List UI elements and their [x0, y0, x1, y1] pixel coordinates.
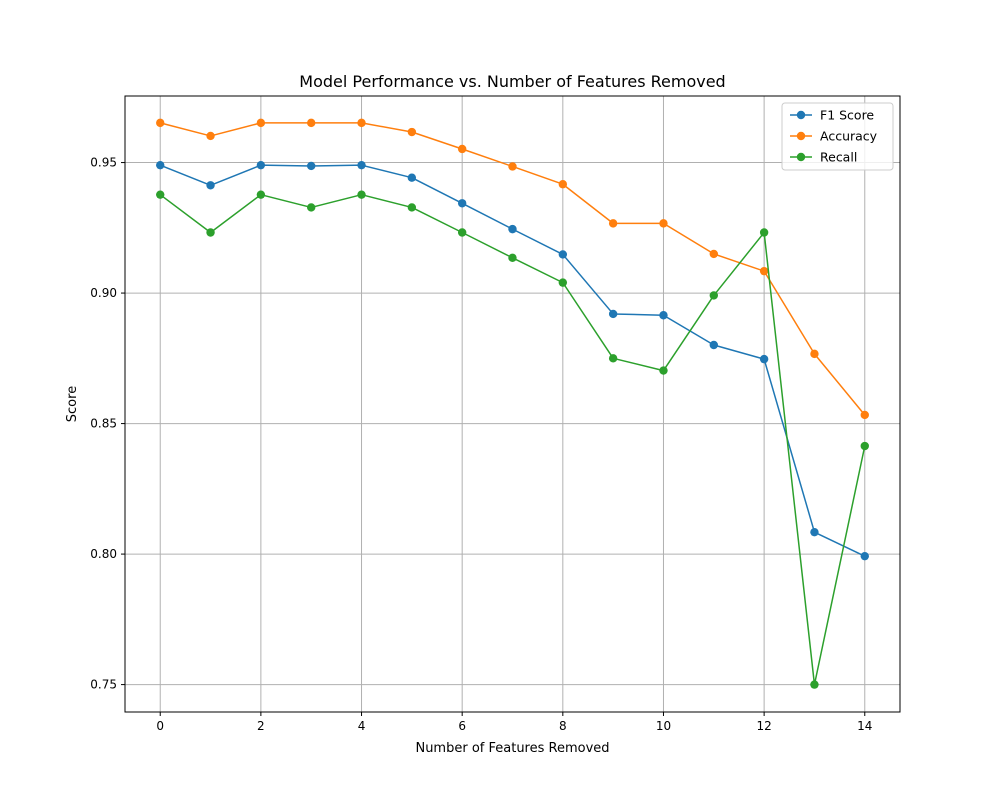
- data-point: [709, 249, 718, 259]
- data-point: [759, 266, 769, 276]
- data-point: [206, 131, 215, 141]
- data-point: [659, 311, 668, 320]
- x-axis-label: Number of Features Removed: [415, 741, 609, 756]
- data-point: [709, 340, 718, 350]
- data-point: [256, 118, 266, 128]
- plot-area-frame: [124, 95, 901, 713]
- x-tick-label: 14: [857, 719, 872, 733]
- data-point: [508, 162, 517, 171]
- data-point: [357, 160, 366, 170]
- data-point: [307, 203, 316, 212]
- data-point: [810, 680, 819, 689]
- axis-ticks: 0 2 4 6 8 10 12 14 0.75 0.80 0.85 0.90 0.95: [90, 156, 872, 733]
- data-point: [860, 551, 869, 561]
- x-tick-label: 0: [156, 719, 164, 733]
- data-point: [457, 199, 467, 208]
- data-point: [759, 228, 769, 237]
- data-point: [759, 354, 769, 364]
- x-tick-label: 12: [756, 719, 771, 733]
- data-point: [256, 190, 266, 199]
- data-point: [407, 127, 417, 137]
- data-point: [508, 253, 517, 263]
- data-point: [860, 441, 869, 451]
- data-point: [156, 118, 165, 128]
- x-tick-label: 10: [656, 719, 671, 733]
- data-point: [659, 219, 668, 228]
- data-point: [307, 161, 316, 171]
- y-tick-label: 0.95: [90, 156, 117, 170]
- legend-marker: [796, 131, 806, 141]
- data-point: [156, 160, 165, 170]
- x-tick-label: 2: [257, 719, 265, 733]
- data-point: [457, 144, 467, 154]
- series-layer: [156, 118, 869, 689]
- data-point: [810, 349, 819, 359]
- y-tick-label: 0.85: [90, 417, 117, 431]
- data-point: [709, 291, 718, 300]
- data-point: [558, 278, 568, 287]
- data-point: [256, 160, 266, 170]
- legend-label: F1 Score: [820, 108, 874, 123]
- y-tick-label: 0.90: [90, 286, 117, 300]
- legend-frame: [781, 102, 894, 171]
- data-point: [407, 203, 417, 212]
- data-point: [608, 354, 618, 363]
- data-point: [206, 181, 215, 190]
- data-point: [206, 228, 215, 237]
- legend-label: Recall: [820, 150, 857, 165]
- chart-title: Model Performance vs. Number of Features…: [299, 72, 725, 91]
- series-f1-score: [156, 160, 869, 561]
- data-point: [457, 228, 467, 237]
- data-point: [558, 180, 568, 189]
- series-accuracy: [156, 118, 869, 420]
- data-point: [357, 118, 366, 128]
- x-tick-label: 4: [358, 719, 366, 733]
- legend-marker: [796, 110, 806, 120]
- data-point: [810, 527, 819, 537]
- legend-marker: [796, 152, 806, 162]
- data-point: [357, 190, 366, 199]
- x-tick-label: 8: [559, 719, 567, 733]
- y-axis-label: Score: [65, 386, 80, 422]
- data-point: [508, 224, 517, 234]
- data-point: [608, 309, 618, 319]
- y-tick-label: 0.80: [90, 547, 117, 561]
- data-point: [558, 250, 568, 259]
- legend-label: Accuracy: [820, 129, 878, 144]
- y-tick-label: 0.75: [90, 678, 117, 692]
- series-recall: [156, 190, 869, 689]
- data-point: [860, 410, 869, 420]
- data-point: [156, 190, 165, 199]
- x-tick-label: 6: [458, 719, 466, 733]
- data-point: [307, 118, 316, 128]
- data-point: [407, 173, 417, 182]
- data-point: [659, 366, 668, 375]
- data-point: [608, 219, 618, 228]
- legend: F1 Score Accuracy Recall: [781, 102, 894, 171]
